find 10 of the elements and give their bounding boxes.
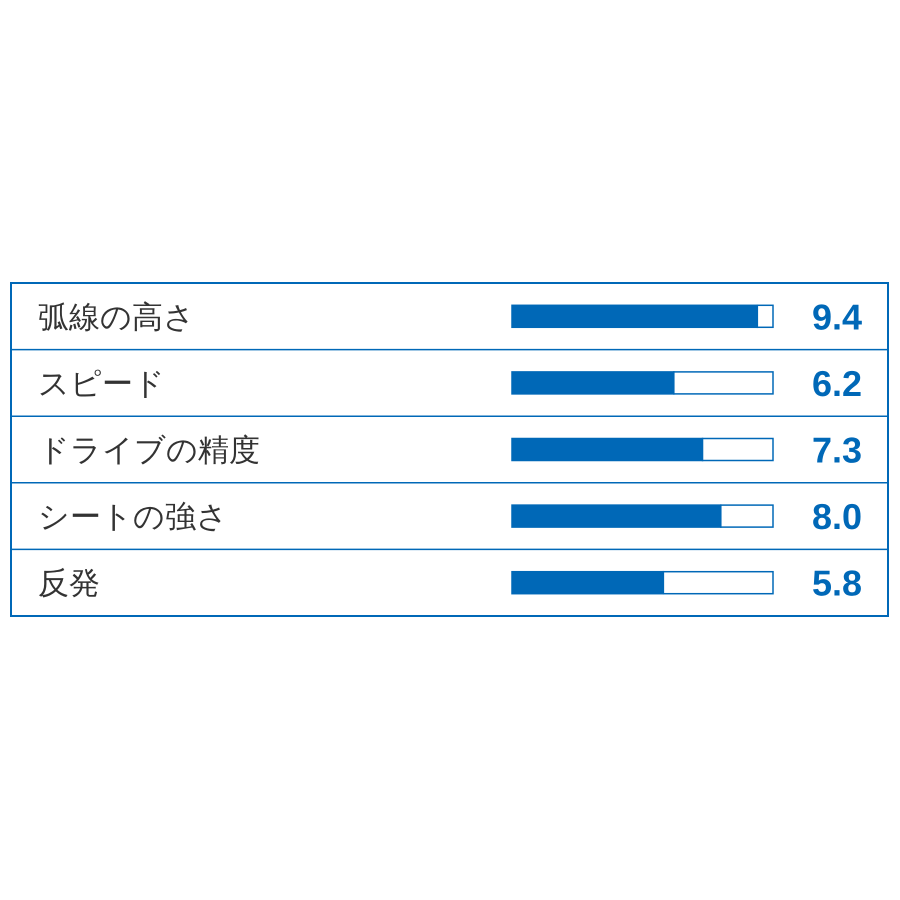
data-label: 5.8	[812, 562, 862, 604]
y-tick-label: ドライブの精度	[38, 432, 260, 468]
y-tick-label: シートの強さ	[38, 499, 228, 536]
y-tick-label: 反発	[38, 566, 100, 602]
data-label: 9.4	[812, 296, 862, 338]
y-tick-label: 弧線の高さ	[38, 299, 195, 336]
data-label: 8.0	[812, 496, 862, 538]
data-label: 6.2	[812, 362, 862, 404]
data-label: 7.3	[812, 430, 862, 470]
y-tick-label: スピード	[38, 366, 165, 402]
